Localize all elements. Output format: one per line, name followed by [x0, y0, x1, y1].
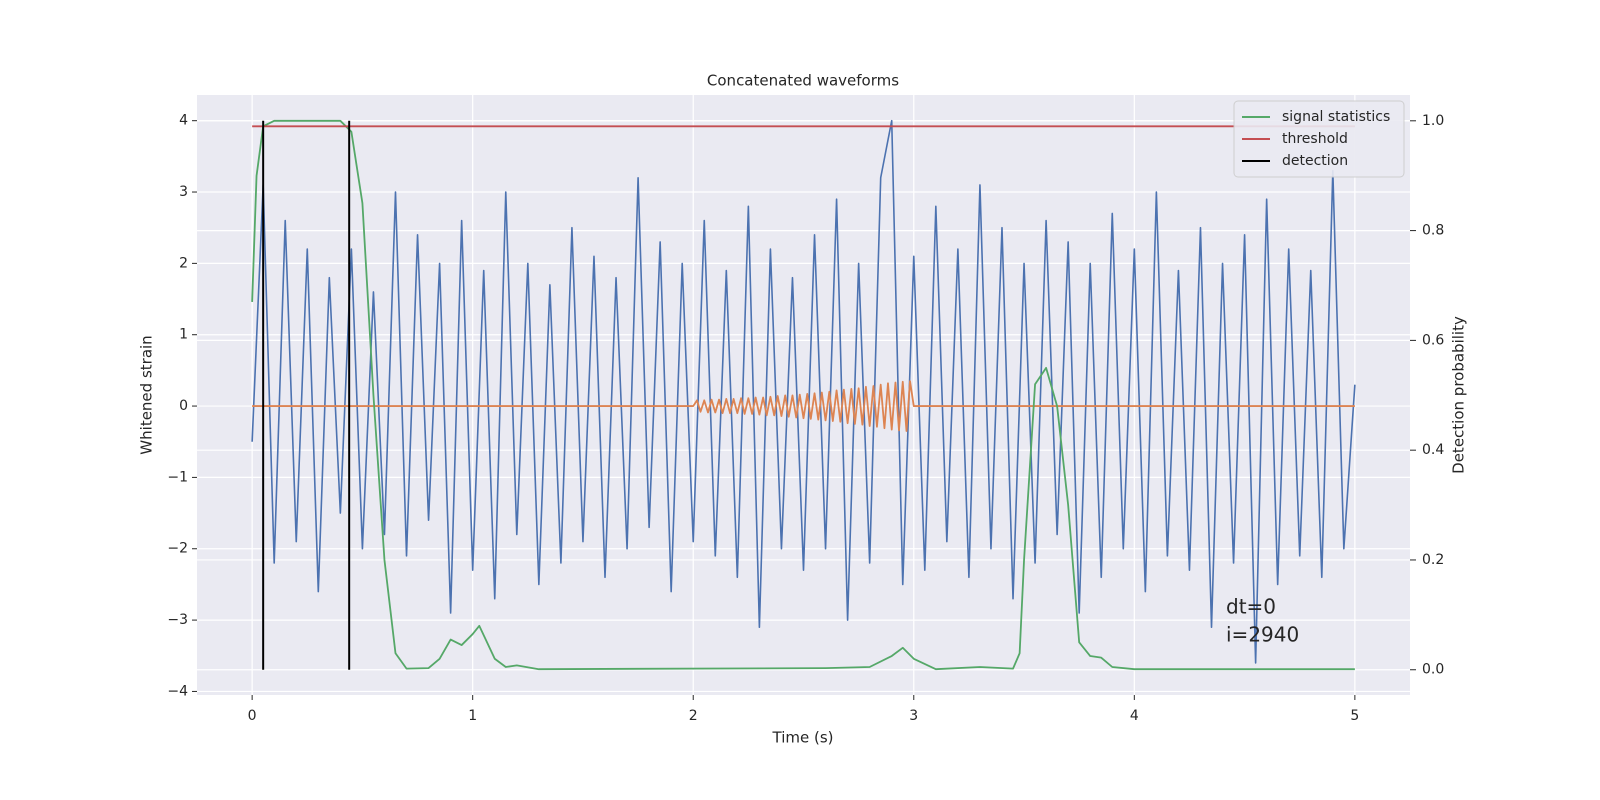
y-tick-label: 1	[179, 327, 188, 343]
y-tick-label: −3	[167, 612, 188, 628]
y-tick-label: 3	[179, 184, 188, 200]
annotation: i=2940	[1226, 623, 1299, 647]
y-tick-label: 2	[179, 255, 188, 271]
y-tick-label: −2	[167, 541, 188, 557]
y2-tick-label: 0.6	[1422, 332, 1444, 348]
x-tick-label: 1	[468, 708, 477, 724]
y2-axis-label: Detection probability	[1450, 316, 1468, 474]
y-tick-label: −4	[167, 683, 188, 699]
x-tick-label: 2	[689, 708, 698, 724]
y2-tick-label: 0.0	[1422, 662, 1444, 678]
legend-box	[1233, 100, 1405, 178]
x-tick-label: 0	[248, 708, 257, 724]
annotation: dt=0	[1226, 595, 1276, 619]
y-tick-label: 0	[179, 398, 188, 414]
y2-tick-label: 1.0	[1422, 113, 1444, 129]
x-tick-label: 5	[1350, 708, 1359, 724]
x-tick-label: 4	[1130, 708, 1139, 724]
x-tick-label: 3	[909, 708, 918, 724]
plot-area	[197, 95, 1410, 695]
x-axis-label: Time (s)	[772, 729, 834, 747]
y-tick-label: −1	[167, 469, 188, 485]
y-tick-label: 4	[179, 113, 188, 129]
legend-label: signal statistics	[1282, 109, 1390, 125]
y-axis-label: Whitened strain	[138, 335, 156, 454]
chart-title: Concatenated waveforms	[707, 72, 899, 90]
legend-label: detection	[1282, 153, 1348, 169]
series-line	[251, 119, 1356, 664]
y2-tick-label: 0.4	[1422, 442, 1444, 458]
legend-label: threshold	[1282, 131, 1348, 147]
y2-tick-label: 0.2	[1422, 552, 1444, 568]
series-line	[252, 380, 1355, 432]
y2-tick-label: 0.8	[1422, 223, 1444, 239]
series-line	[251, 119, 1355, 671]
